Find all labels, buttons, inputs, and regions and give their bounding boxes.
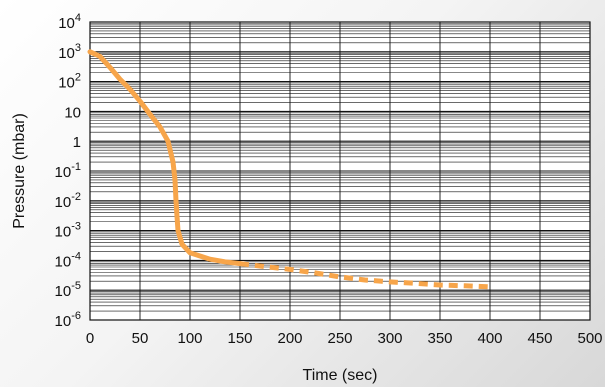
pressure-series-dashed [239,261,491,290]
y-tick-label: 10-6 [55,310,81,330]
x-tick-label: 350 [427,330,452,347]
y-tick-exponent: -1 [71,161,81,173]
y-tick-label: 10-4 [55,250,81,270]
y-tick-label: 10-1 [55,161,81,181]
y-tick-base: 10 [55,164,72,181]
y-tick-base: 10 [55,253,72,270]
x-axis-title: Time (sec) [303,367,378,384]
y-tick-base: 10 [55,283,72,300]
y-tick-base: 10 [55,224,72,241]
y-tick-label: 10-5 [55,280,81,300]
x-tick-label: 250 [327,330,352,347]
y-tick-exponent: 2 [75,72,81,84]
y-tick-exponent: 3 [75,42,81,54]
y-tick-base: 10 [58,75,75,92]
y-tick-base: 10 [58,15,75,32]
x-tick-label: 450 [527,330,552,347]
x-tick-label: 150 [227,330,252,347]
y-tick-label: 104 [58,12,81,32]
x-tick-label: 300 [377,330,402,347]
y-tick-base: 10 [55,313,72,330]
y-axis-title: Pressure (mbar) [11,113,28,229]
y-tick-base: 10 [64,104,81,121]
y-tick-label: 103 [58,42,81,62]
y-tick-base: 10 [55,194,72,211]
x-tick-label: 50 [132,330,149,347]
x-tick-label: 0 [86,330,94,347]
y-tick-exponent: -4 [71,250,81,262]
y-tick-label: 10-3 [55,221,81,241]
series-layer [87,49,491,290]
y-tick-exponent: -5 [71,280,81,292]
plot-frame [89,21,591,321]
y-tick-exponent: 4 [75,12,81,24]
pressure-series-solid [87,49,243,267]
y-tick-label: 10 [64,104,81,121]
x-tick-label: 400 [477,330,502,347]
x-axis-ticks: 0 50 100 150 200 250 300 350 400 450 500 [86,330,603,347]
y-tick-base: 1 [73,134,81,151]
y-tick-label: 1 [73,134,81,151]
y-tick-exponent: -3 [71,221,81,233]
x-tick-label: 100 [177,330,202,347]
x-tick-label: 200 [277,330,302,347]
y-tick-base: 10 [58,45,75,62]
y-tick-exponent: -6 [71,310,81,322]
y-tick-exponent: -2 [71,191,81,203]
y-tick-label: 10-2 [55,191,81,211]
y-tick-label: 102 [58,72,81,92]
x-tick-label: 500 [577,330,602,347]
